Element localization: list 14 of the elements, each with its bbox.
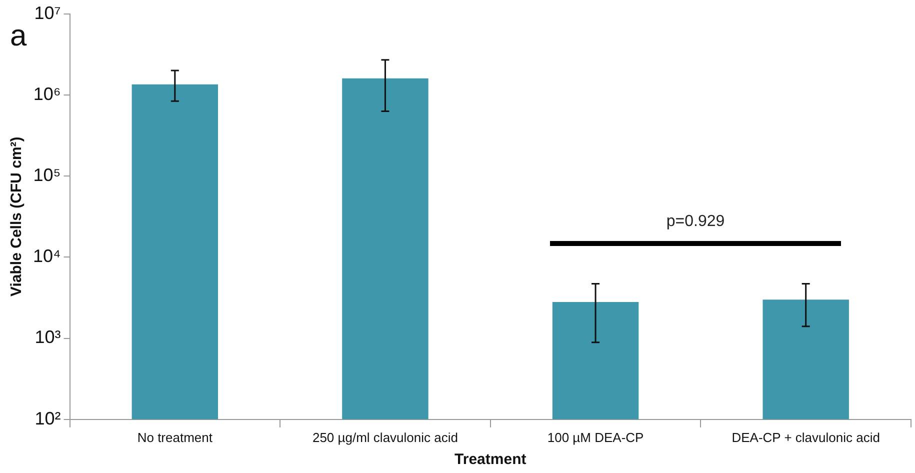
y-tick-label: 10³ xyxy=(34,327,61,348)
y-tick-label: 10⁴ xyxy=(32,246,61,266)
x-axis-title: Treatment xyxy=(454,451,526,468)
x-tick-label: DEA-CP + clavulonic acid xyxy=(732,430,880,445)
x-tick-label: No treatment xyxy=(137,430,213,445)
annotation: p=0.929 xyxy=(666,212,725,230)
y-tick-label: 10⁵ xyxy=(33,165,61,186)
x-tick-label: 100 µM DEA-CP xyxy=(547,430,644,445)
y-tick-label: 10² xyxy=(34,408,61,428)
x-tick-label: 250 µg/ml clavulonic acid xyxy=(312,430,458,445)
chart-title: a xyxy=(10,19,27,52)
y-tick-label: 10⁶ xyxy=(33,84,61,104)
y-axis-title: Viable Cells (CFU cm²) xyxy=(8,136,26,296)
y-tick-label: 10⁷ xyxy=(34,2,61,23)
